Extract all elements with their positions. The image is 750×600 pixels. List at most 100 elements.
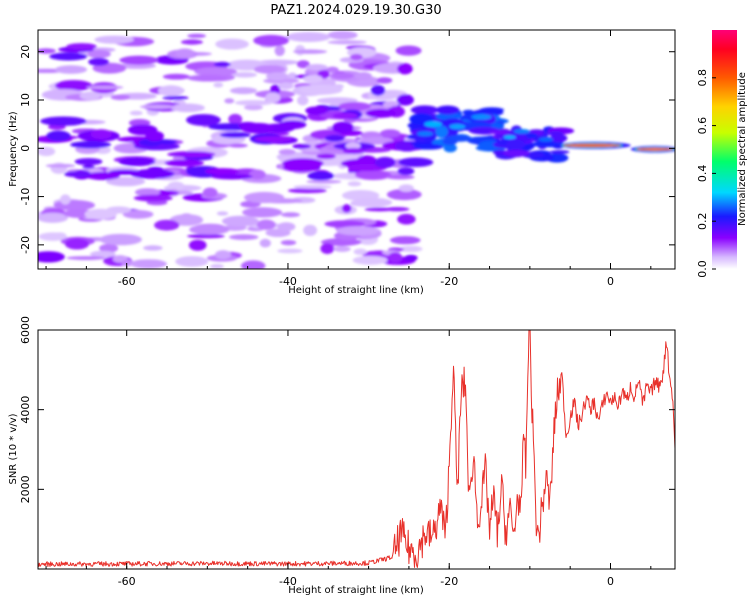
heatmap-cell: [129, 110, 143, 116]
heatmap-cell: [240, 122, 275, 134]
heatmap-cell: [443, 143, 457, 153]
heatmap-cell: [424, 121, 442, 128]
heatmap-cell: [204, 168, 240, 175]
snr-y-tick-label: 6000: [19, 316, 32, 344]
snr-x-tick-label: -60: [118, 575, 136, 588]
snr-x-tick-label: -20: [440, 575, 458, 588]
heatmap-cell: [306, 179, 342, 184]
heatmap-cell: [352, 197, 393, 208]
spectrogram-y-label: Frequency (Hz): [8, 111, 19, 187]
heatmap-cell: [513, 128, 530, 134]
heatmap-cell: [143, 245, 163, 251]
heatmap-cell: [395, 45, 422, 56]
snr-y-tick-label: 2000: [19, 475, 32, 503]
heatmap-cell: [435, 125, 448, 138]
heatmap-cell: [274, 45, 285, 57]
heatmap-cell: [332, 121, 354, 134]
heatmap-cell: [307, 171, 335, 181]
spectrogram-y-tick-label: 0: [19, 145, 32, 152]
heatmap-cell: [122, 209, 154, 219]
heatmap-cell: [338, 101, 371, 111]
heatmap-cell: [244, 104, 263, 111]
colorbar: 0.0 0.2 0.4 0.6 0.8 Normalized spectral ampl…: [696, 30, 748, 278]
heatmap-cell: [170, 103, 205, 113]
heatmap-cell: [66, 256, 106, 260]
heatmap-cell: [277, 222, 296, 232]
heatmap-cell: [270, 84, 281, 95]
heatmap-cell: [66, 43, 97, 50]
heatmap-cell: [38, 48, 56, 54]
heatmap-cell: [305, 106, 328, 115]
heatmap-cell: [129, 259, 167, 269]
heatmap-cell: [85, 171, 121, 181]
heatmap-cell: [265, 92, 281, 103]
heatmap-cell: [186, 234, 225, 239]
heatmap-cell: [549, 150, 570, 154]
heatmap-cell: [280, 240, 297, 246]
heatmap-cell: [89, 250, 116, 258]
heatmap-cell: [320, 238, 362, 246]
heatmap-cell: [287, 31, 331, 43]
heatmap-cell: [525, 132, 538, 139]
snr-y-ticks: 2000 4000 6000: [19, 316, 675, 503]
heatmap-cell: [435, 105, 460, 115]
heatmap-cell: [145, 130, 165, 142]
heatmap-cell: [435, 112, 462, 121]
heatmap-cell: [277, 248, 303, 254]
heatmap-cell: [326, 66, 339, 73]
heatmap-cell: [215, 38, 249, 50]
heatmap-cell: [63, 171, 92, 178]
heatmap-cell: [229, 87, 258, 95]
heatmap-cell: [138, 139, 178, 145]
spectrogram-x-tick-label: -20: [440, 275, 458, 288]
heatmap-cell: [316, 153, 336, 160]
heatmap-cell: [282, 162, 319, 173]
heatmap-cell: [242, 207, 283, 218]
heatmap-cell: [278, 82, 294, 90]
heatmap-cell: [397, 63, 413, 75]
heatmap-cell: [49, 52, 88, 61]
heatmap-cell: [506, 139, 526, 150]
heatmap-cell: [397, 167, 415, 176]
heatmap-cell: [398, 157, 434, 167]
heatmap-cell: [224, 98, 235, 104]
snr-x-tick-label: -40: [279, 575, 297, 588]
heatmap-cell: [189, 224, 230, 235]
colorbar-label: Normalized spectral amplitude: [737, 72, 748, 226]
heatmap-cell: [332, 112, 358, 120]
heatmap-cell: [355, 72, 372, 81]
heatmap-cell: [292, 49, 328, 54]
heatmap-cell: [359, 136, 394, 145]
heatmap-cell: [259, 238, 271, 248]
heatmap-cell: [88, 57, 109, 66]
heatmap-cell: [336, 226, 380, 236]
spectrogram-panel: -60 -40 -20 0 -20 -10 0 10 20 Height of straigh…: [8, 29, 676, 296]
heatmap-cell: [38, 232, 68, 241]
snr-x-ticks: -60 -40 -20 0: [45, 330, 652, 588]
heatmap-cell: [86, 85, 124, 90]
heatmap-cell: [562, 144, 621, 147]
heatmap-cell: [636, 148, 674, 151]
heatmap-cell: [45, 163, 76, 168]
snr-panel: -60 -40 -20 0 2000 4000 6000 Height of straig…: [8, 316, 676, 596]
heatmap-cell: [462, 109, 475, 115]
heatmap-cell: [398, 245, 423, 253]
heatmap-cell: [90, 129, 112, 140]
heatmap-cell: [471, 114, 492, 120]
heatmap-cell: [74, 158, 103, 166]
spectrogram-x-tick-label: -40: [279, 275, 297, 288]
heatmap-cell: [538, 137, 554, 142]
heatmap-cell: [293, 184, 332, 189]
heatmap-cell: [386, 174, 415, 180]
heatmap-cell: [550, 133, 568, 143]
heatmap-cell: [82, 164, 95, 169]
heatmap-cell: [188, 239, 207, 251]
heatmap-cell: [202, 187, 218, 198]
heatmap-cell: [386, 188, 422, 201]
heatmap-cell: [256, 219, 276, 230]
spectrogram-y-tick-label: -20: [19, 236, 32, 254]
heatmap-cell: [216, 211, 229, 216]
heatmap-cell: [221, 215, 259, 227]
colorbar-tick-label: 0.8: [696, 69, 709, 87]
